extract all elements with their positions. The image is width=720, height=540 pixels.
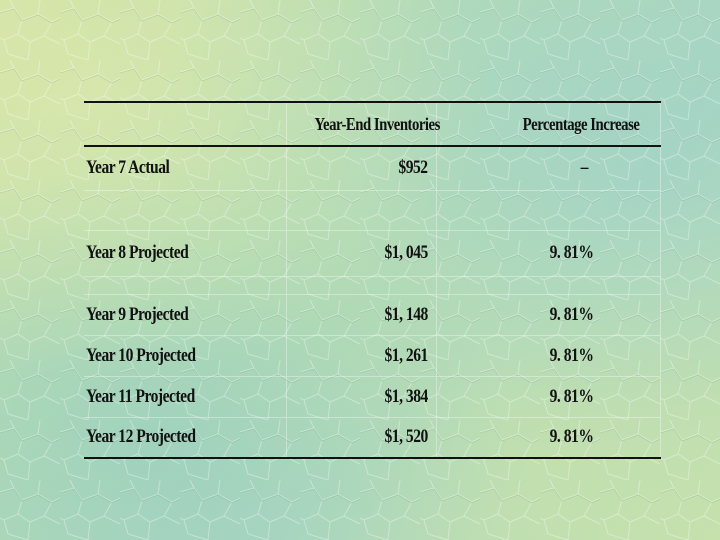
table-header-row: Year-End Inventories Percentage Increase <box>84 102 661 146</box>
header-label-cell <box>84 102 287 146</box>
spacer-cell <box>84 190 287 230</box>
row-increase: 9. 81% <box>549 242 594 263</box>
row-label-cell: Year 10 Projected <box>84 335 287 376</box>
table-row: Year 9 Projected $1, 148 9. 81% <box>84 294 661 335</box>
row-increase: 9. 81% <box>549 385 594 407</box>
row-label: Year 11 Projected <box>86 385 195 407</box>
table-row: Year 10 Projected $1, 261 9. 81% <box>84 335 661 376</box>
row-inventories: $1, 148 <box>384 303 428 325</box>
row-label-cell: Year 9 Projected <box>84 294 287 335</box>
spacer-cell <box>436 276 661 294</box>
row-inventories: $1, 045 <box>384 242 428 263</box>
row-increase: 9. 81% <box>549 303 594 325</box>
row-increase: – <box>580 157 588 179</box>
header-inventories-text: Year-End Inventories <box>314 113 440 134</box>
inventory-table-container: Year-End Inventories Percentage Increase… <box>84 101 661 459</box>
row-label: Year 9 Projected <box>86 303 189 325</box>
row-inventories-cell: $1, 261 <box>286 335 437 376</box>
row-increase-cell: – <box>436 146 661 190</box>
row-label: Year 10 Projected <box>86 344 196 366</box>
row-inventories: $952 <box>398 157 428 179</box>
row-inventories: $1, 520 <box>384 426 428 448</box>
row-inventories-cell: $1, 520 <box>286 417 437 458</box>
spacer-cell <box>436 190 661 230</box>
row-increase: 9. 81% <box>549 344 594 366</box>
table-spacer-row <box>84 276 661 294</box>
row-increase-cell: 9. 81% <box>436 417 661 458</box>
row-inventories-cell: $1, 384 <box>286 376 437 417</box>
row-label-cell: Year 11 Projected <box>84 376 287 417</box>
row-inventories-cell: $952 <box>286 146 437 190</box>
row-inventories: $1, 261 <box>384 344 428 366</box>
row-increase-cell: 9. 81% <box>436 230 661 276</box>
row-label-cell: Year 7 Actual <box>84 146 287 190</box>
row-label: Year 12 Projected <box>86 426 196 448</box>
row-inventories-cell: $1, 148 <box>286 294 437 335</box>
header-increase-text: Percentage Increase <box>522 113 640 134</box>
table-row: Year 12 Projected $1, 520 9. 81% <box>84 417 661 458</box>
spacer-cell <box>286 276 437 294</box>
table-row: Year 11 Projected $1, 384 9. 81% <box>84 376 661 417</box>
table-spacer-row <box>84 190 661 230</box>
row-label-cell: Year 8 Projected <box>84 230 287 276</box>
inventory-table: Year-End Inventories Percentage Increase… <box>84 101 661 459</box>
row-label: Year 7 Actual <box>86 157 170 179</box>
row-inventories-cell: $1, 045 <box>286 230 437 276</box>
row-increase: 9. 81% <box>549 426 594 448</box>
spacer-cell <box>286 190 437 230</box>
row-increase-cell: 9. 81% <box>436 294 661 335</box>
row-label: Year 8 Projected <box>86 242 189 263</box>
header-inventories-cell: Year-End Inventories <box>286 102 440 146</box>
spacer-cell <box>84 276 287 294</box>
row-increase-cell: 9. 81% <box>436 335 661 376</box>
row-label-cell: Year 12 Projected <box>84 417 287 458</box>
row-inventories: $1, 384 <box>384 385 428 407</box>
header-increase-cell: Percentage Increase <box>436 102 661 146</box>
table-row: Year 8 Projected $1, 045 9. 81% <box>84 230 661 276</box>
table-row: Year 7 Actual $952 – <box>84 146 661 190</box>
row-increase-cell: 9. 81% <box>436 376 661 417</box>
